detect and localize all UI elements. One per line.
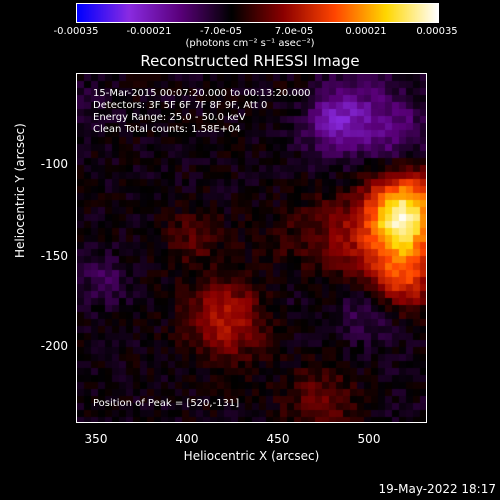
colorbar-unit-label: (photons cm⁻² s⁻¹ asec⁻²): [185, 38, 315, 49]
annotation-detectors: Detectors: 3F 5F 6F 7F 8F 9F, Att 0: [93, 100, 268, 111]
x-tick-label: 400: [175, 432, 199, 446]
colorbar-tick: -7.0e-05: [200, 26, 242, 37]
colorbar-tick: 0.00021: [345, 26, 387, 37]
y-tick-label: -200: [40, 339, 68, 353]
x-tick-label: 450: [266, 432, 290, 446]
y-axis-label: Heliocentric Y (arcsec): [13, 123, 27, 258]
y-tick-label: -100: [40, 157, 68, 171]
footer-date: 19-May-2022 18:17: [378, 482, 496, 496]
colorbar-tick: 0.00035: [416, 26, 458, 37]
plot-area: 15-Mar-2015 00:07:20.000 to 00:13:20.000…: [76, 73, 427, 423]
colorbar-tick: -0.00035: [53, 26, 99, 37]
annotation-time-range: 15-Mar-2015 00:07:20.000 to 00:13:20.000: [93, 88, 311, 99]
y-tick-label: -150: [40, 249, 68, 263]
annotation-energy: Energy Range: 25.0 - 50.0 keV: [93, 112, 246, 123]
y-axis-label-text: Heliocentric Y (arcsec): [13, 123, 27, 258]
annotation-peak-position: Position of Peak = [520,-131]: [93, 398, 240, 409]
colorbar-tick: 7.0e-05: [274, 26, 314, 37]
colorbar-tick: -0.00021: [126, 26, 172, 37]
colorbar: [76, 3, 439, 23]
heatmap-image: [77, 74, 426, 422]
x-tick-label: 500: [357, 432, 381, 446]
colorbar-gradient: [77, 4, 438, 22]
chart-title: Reconstructed RHESSI Image: [140, 52, 360, 70]
x-tick-label: 350: [84, 432, 108, 446]
annotation-clean: Clean Total counts: 1.58E+04: [93, 124, 241, 135]
x-axis-label: Heliocentric X (arcsec): [183, 449, 320, 463]
